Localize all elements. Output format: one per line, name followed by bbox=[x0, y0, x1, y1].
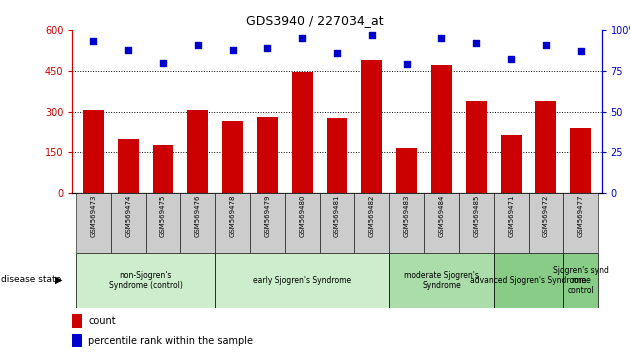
Text: GSM569485: GSM569485 bbox=[473, 195, 479, 237]
Text: GSM569480: GSM569480 bbox=[299, 195, 305, 237]
Bar bbox=[292, 72, 312, 193]
FancyBboxPatch shape bbox=[319, 193, 355, 253]
FancyBboxPatch shape bbox=[529, 193, 563, 253]
FancyBboxPatch shape bbox=[494, 253, 563, 308]
Text: GSM569474: GSM569474 bbox=[125, 195, 131, 237]
Point bbox=[262, 45, 272, 51]
Text: GSM569472: GSM569472 bbox=[543, 195, 549, 237]
Point bbox=[227, 47, 238, 52]
Text: percentile rank within the sample: percentile rank within the sample bbox=[88, 336, 253, 346]
FancyBboxPatch shape bbox=[250, 193, 285, 253]
Bar bbox=[362, 60, 382, 193]
Text: GSM569471: GSM569471 bbox=[508, 195, 514, 237]
Point bbox=[471, 40, 481, 46]
Text: GSM569481: GSM569481 bbox=[334, 195, 340, 237]
Point bbox=[437, 35, 447, 41]
Bar bbox=[83, 110, 104, 193]
Bar bbox=[326, 118, 348, 193]
Bar bbox=[396, 148, 417, 193]
FancyBboxPatch shape bbox=[180, 193, 215, 253]
FancyBboxPatch shape bbox=[76, 253, 215, 308]
Text: non-Sjogren's
Syndrome (control): non-Sjogren's Syndrome (control) bbox=[108, 271, 183, 290]
Point bbox=[123, 47, 133, 52]
Text: GSM569484: GSM569484 bbox=[438, 195, 445, 237]
FancyBboxPatch shape bbox=[146, 193, 180, 253]
Text: early Sjogren's Syndrome: early Sjogren's Syndrome bbox=[253, 276, 352, 285]
Text: moderate Sjogren's
Syndrome: moderate Sjogren's Syndrome bbox=[404, 271, 479, 290]
Point bbox=[367, 32, 377, 38]
Bar bbox=[118, 139, 139, 193]
FancyBboxPatch shape bbox=[389, 193, 424, 253]
Text: GSM569478: GSM569478 bbox=[229, 195, 236, 237]
Text: GSM569473: GSM569473 bbox=[90, 195, 96, 237]
Text: GSM569477: GSM569477 bbox=[578, 195, 584, 237]
Point bbox=[332, 50, 342, 56]
FancyBboxPatch shape bbox=[111, 193, 146, 253]
Point bbox=[506, 57, 516, 62]
FancyBboxPatch shape bbox=[76, 193, 111, 253]
Bar bbox=[570, 128, 591, 193]
Text: GDS3940 / 227034_at: GDS3940 / 227034_at bbox=[246, 14, 384, 27]
FancyBboxPatch shape bbox=[494, 193, 529, 253]
FancyBboxPatch shape bbox=[285, 193, 319, 253]
Point bbox=[193, 42, 203, 47]
Bar bbox=[501, 135, 522, 193]
FancyBboxPatch shape bbox=[563, 193, 598, 253]
Text: GSM569475: GSM569475 bbox=[160, 195, 166, 237]
Point bbox=[576, 48, 586, 54]
Text: GSM569482: GSM569482 bbox=[369, 195, 375, 237]
FancyBboxPatch shape bbox=[215, 193, 250, 253]
Bar bbox=[72, 314, 82, 328]
Bar bbox=[222, 121, 243, 193]
Text: GSM569483: GSM569483 bbox=[404, 195, 410, 237]
Text: Sjogren's synd
rome
control: Sjogren's synd rome control bbox=[553, 266, 609, 296]
Bar bbox=[72, 334, 82, 347]
Bar bbox=[187, 110, 209, 193]
FancyBboxPatch shape bbox=[355, 193, 389, 253]
Text: GSM569476: GSM569476 bbox=[195, 195, 201, 237]
Bar bbox=[257, 117, 278, 193]
Bar bbox=[152, 145, 173, 193]
FancyBboxPatch shape bbox=[215, 253, 389, 308]
Text: GSM569479: GSM569479 bbox=[265, 195, 270, 237]
Bar bbox=[431, 65, 452, 193]
FancyBboxPatch shape bbox=[389, 253, 494, 308]
Point bbox=[541, 42, 551, 47]
Point bbox=[158, 60, 168, 65]
Text: advanced Sjogren's Syndrome: advanced Sjogren's Syndrome bbox=[471, 276, 587, 285]
FancyBboxPatch shape bbox=[459, 193, 494, 253]
Text: count: count bbox=[88, 316, 116, 326]
Point bbox=[88, 39, 98, 44]
Point bbox=[402, 62, 412, 67]
Bar bbox=[466, 101, 487, 193]
FancyBboxPatch shape bbox=[424, 193, 459, 253]
Text: disease state: disease state bbox=[1, 275, 62, 284]
Text: ▶: ▶ bbox=[55, 275, 62, 285]
Point bbox=[297, 35, 307, 41]
Bar bbox=[536, 101, 556, 193]
FancyBboxPatch shape bbox=[563, 253, 598, 308]
